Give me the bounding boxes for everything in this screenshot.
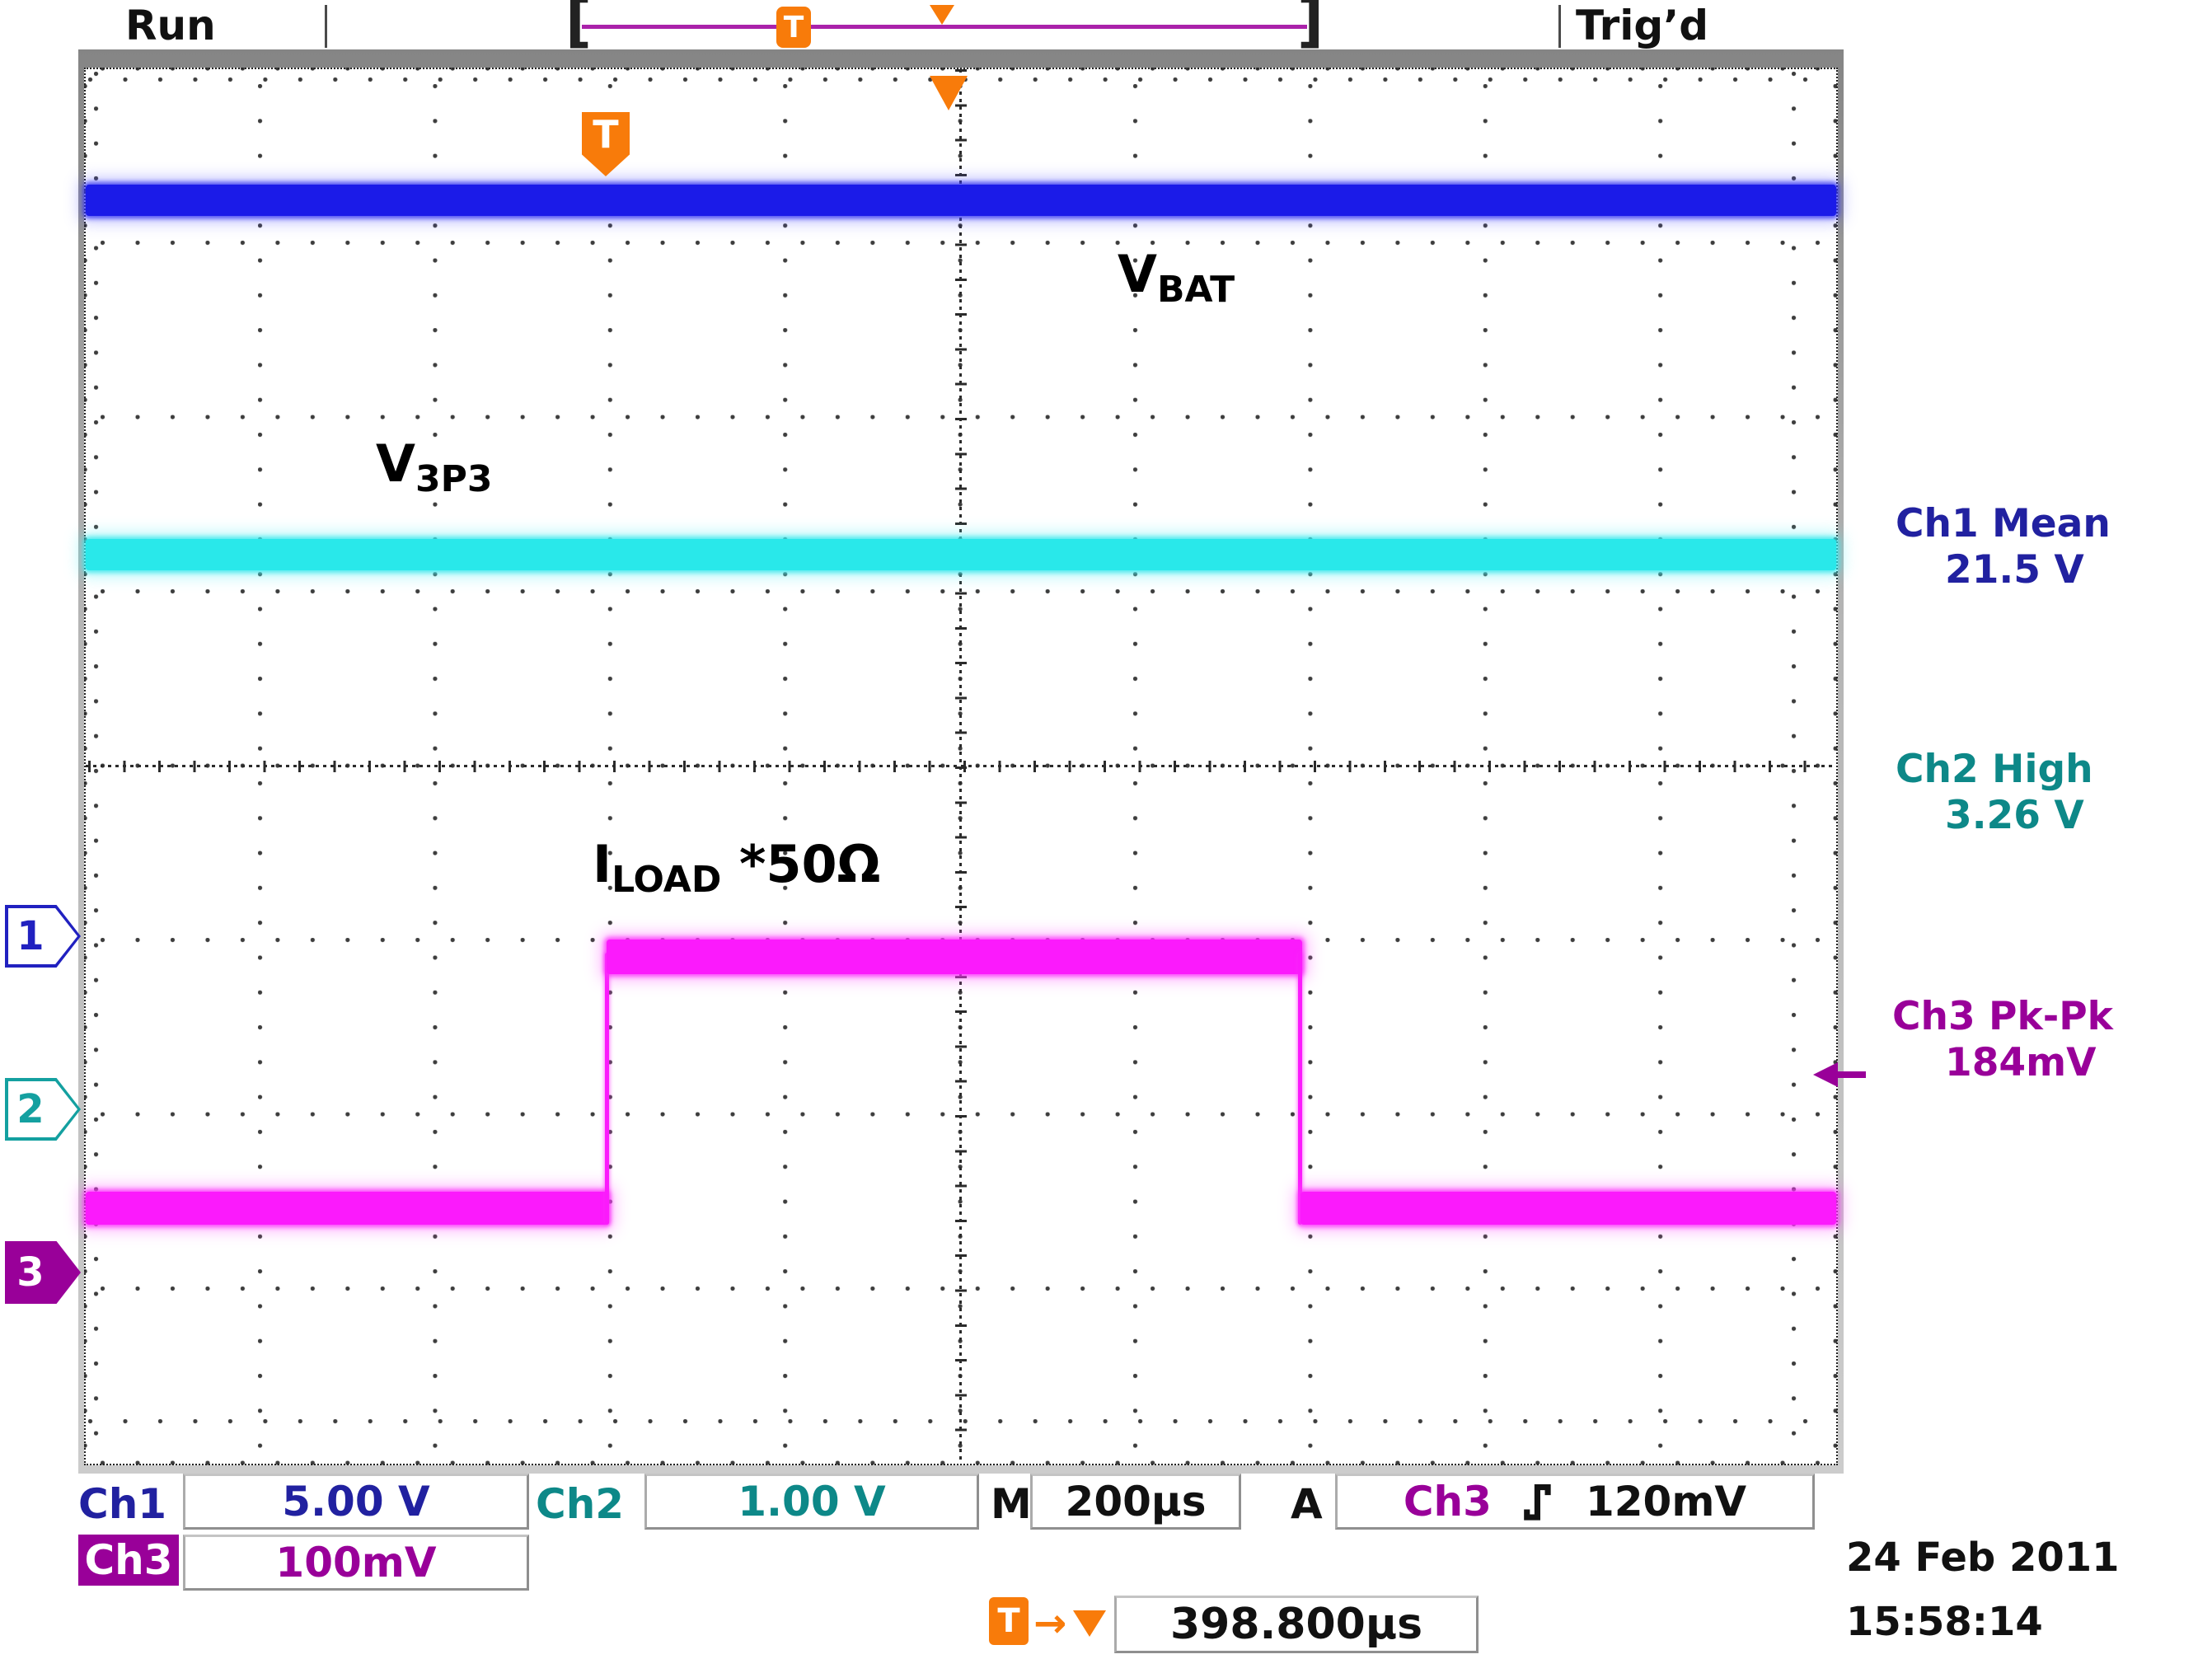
trigger-level-arrow-stem	[1833, 1071, 1866, 1078]
ch2-trace	[86, 539, 1836, 570]
measurement-ch1-mean-value: 21.5 V	[1945, 547, 2084, 593]
ch1-scale-box: 5.00 V	[183, 1474, 529, 1530]
ch1-label-sub: BAT	[1156, 269, 1235, 311]
ch2-label-sub: 3P3	[415, 458, 493, 500]
graticule-frame: T VBAT V3P3 ILOAD *50Ω	[78, 49, 1844, 1474]
trigger-delay-box: 398.800µs	[1114, 1596, 1479, 1653]
delay-arrow-icon: →	[1033, 1600, 1067, 1647]
ch3-label-main: I	[593, 834, 612, 894]
timebase-label: M	[991, 1480, 1032, 1528]
measurement-ch2-high-value: 3.26 V	[1945, 793, 2084, 838]
trigger-position-t-icon: T	[776, 7, 811, 48]
ch3-trace-low-right	[1300, 1192, 1836, 1225]
graticule-grid: T VBAT V3P3 ILOAD *50Ω	[84, 68, 1838, 1465]
ch2-position-marker: 2	[5, 1078, 81, 1141]
ch1-readout-label: Ch1	[78, 1480, 167, 1528]
ch3-trace-high	[607, 940, 1302, 974]
date-display: 24 Feb 2011	[1846, 1535, 2120, 1581]
ch3-label-sub: LOAD	[612, 859, 722, 901]
trigger-level-arrow-icon	[1813, 1061, 1869, 1088]
ch3-trace-falling-edge	[1298, 953, 1302, 1225]
ch1-marker-number: 1	[16, 913, 45, 959]
ch1-waveform-label: VBAT	[1118, 249, 1235, 316]
trigger-point-t-icon: T	[582, 112, 630, 176]
ch1-position-marker: 1	[5, 905, 81, 968]
trigger-level: 120mV	[1585, 1478, 1747, 1525]
run-status: Run	[125, 2, 216, 49]
ch3-position-marker: 3	[5, 1241, 81, 1304]
acquisition-label: A	[1291, 1480, 1323, 1528]
ch2-waveform-label: V3P3	[376, 438, 492, 505]
record-window-bracket-right-icon: ]	[1297, 0, 1324, 54]
horizontal-reference-triangle-icon	[930, 76, 968, 110]
time-display: 15:58:14	[1846, 1599, 2043, 1645]
timebase-box: 200µs	[1030, 1474, 1241, 1530]
ch1-label-main: V	[1118, 244, 1157, 304]
ch2-label-main: V	[376, 433, 415, 494]
window-center-triangle-icon	[930, 5, 954, 25]
ch3-readout-label: Ch3	[78, 1535, 179, 1586]
ch2-readout-label: Ch2	[536, 1480, 625, 1528]
record-window-bracket-left-icon: [	[565, 0, 592, 54]
measurement-ch2-high-label: Ch2 High	[1896, 747, 2093, 792]
ch2-marker-number: 2	[16, 1086, 45, 1132]
measurement-ch3-pkpk-value: 184mV	[1945, 1040, 2097, 1085]
ch3-label-suffix: *50Ω	[721, 834, 881, 894]
measurement-ch3-pkpk-label: Ch3 Pk-Pk	[1892, 994, 2113, 1039]
ch3-marker-number: 3	[16, 1249, 45, 1296]
ch3-waveform-label: ILOAD *50Ω	[593, 839, 880, 906]
topbar-divider	[325, 5, 327, 48]
ch3-trace-low-left	[86, 1192, 608, 1225]
ch2-scale-box: 1.00 V	[644, 1474, 979, 1530]
trigger-status: Trig’d	[1576, 2, 1708, 49]
ch3-scale-box: 100mV	[183, 1535, 529, 1591]
ch1-trace	[86, 185, 1836, 216]
trigger-readout-box: Ch3 120mV	[1335, 1474, 1815, 1530]
trigger-source: Ch3	[1403, 1478, 1492, 1525]
record-window-bar	[582, 25, 1307, 29]
delay-triangle-icon	[1073, 1610, 1106, 1637]
ch3-trace-rising-edge	[605, 953, 609, 1225]
measurement-ch1-mean-label: Ch1 Mean	[1896, 501, 2111, 546]
rising-edge-icon	[1523, 1481, 1554, 1522]
topbar-divider-2	[1558, 5, 1561, 48]
delay-t-icon: T	[989, 1597, 1029, 1645]
